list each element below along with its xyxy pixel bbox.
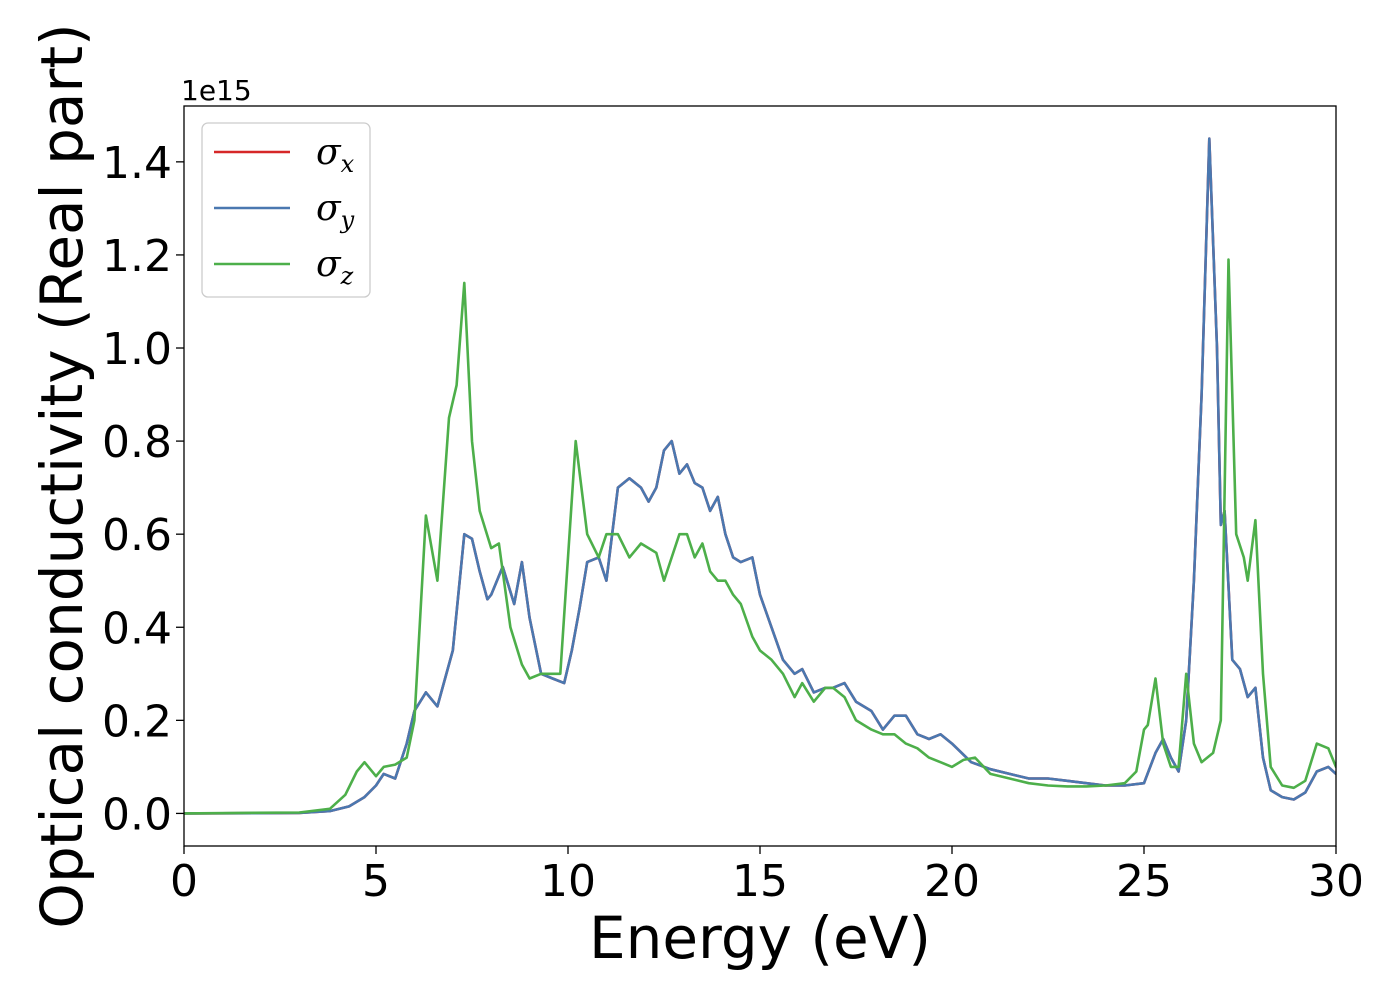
y-tick-label: 0.6 <box>102 510 172 561</box>
x-axis: 0 5 10 15 20 25 30 <box>170 846 1364 907</box>
legend-label-y: σy <box>316 188 355 234</box>
legend: σx σy σz <box>201 122 371 298</box>
legend-label-x: σx <box>316 132 355 178</box>
series-layer <box>184 137 1336 815</box>
x-tick-label: 5 <box>362 856 390 907</box>
y-tick-label: 0.2 <box>102 696 172 747</box>
y-tick-label: 1.4 <box>102 138 172 189</box>
x-tick-label: 0 <box>170 856 198 907</box>
plot-area <box>184 137 1336 815</box>
y-axis-label: Optical conductivity (Real part) <box>28 23 96 928</box>
y-tick-label: 1.0 <box>102 324 172 375</box>
series-line-z <box>184 258 1336 815</box>
legend-entries: σx σy σz <box>214 132 355 290</box>
y-tick-label: 0.4 <box>102 603 172 654</box>
y-tick-label: 0.0 <box>102 789 172 840</box>
x-tick-label: 15 <box>732 856 788 907</box>
x-tick-label: 30 <box>1308 856 1364 907</box>
x-axis-label: Energy (eV) <box>589 904 931 972</box>
y-offset-label: 1e15 <box>181 74 252 107</box>
x-tick-label: 25 <box>1116 856 1172 907</box>
legend-box <box>201 122 371 298</box>
y-tick-label: 0.8 <box>102 417 172 468</box>
x-tick-label: 10 <box>540 856 596 907</box>
series-line-y <box>184 137 1336 815</box>
y-tick-label: 1.2 <box>102 231 172 282</box>
x-tick-label: 20 <box>924 856 980 907</box>
legend-label-z: σz <box>316 244 354 290</box>
y-axis: 0.0 0.2 0.4 0.6 0.8 1.0 1.2 1.4 <box>102 138 184 840</box>
